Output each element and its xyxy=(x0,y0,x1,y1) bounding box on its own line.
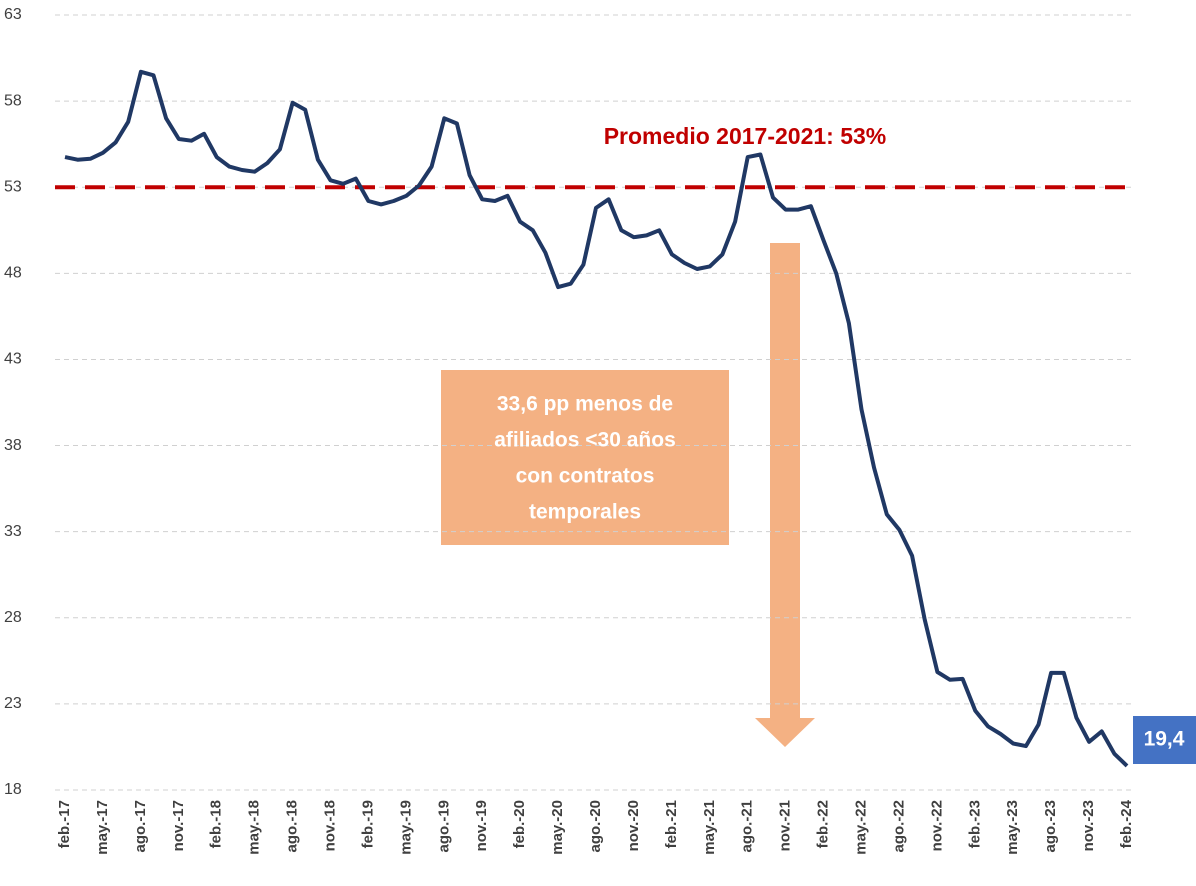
annotation-box xyxy=(441,370,729,545)
x-tick-label: may.-17 xyxy=(94,800,111,855)
arrow-head xyxy=(755,718,815,747)
annotation-line: temporales xyxy=(529,501,641,524)
x-tick-label: nov.-17 xyxy=(170,800,187,851)
x-tick-label: feb.-20 xyxy=(511,800,528,848)
arrow-shaft xyxy=(770,243,800,718)
annotation-line: con contratos xyxy=(516,465,655,488)
x-tick-label: nov.-18 xyxy=(321,800,338,851)
x-tick-label: may.-19 xyxy=(397,800,414,855)
y-tick-label: 53 xyxy=(4,178,22,195)
x-tick-label: feb.-18 xyxy=(208,800,225,848)
x-tick-label: nov.-21 xyxy=(777,800,794,851)
y-tick-label: 28 xyxy=(4,609,22,626)
x-tick-label: may.-18 xyxy=(246,800,263,855)
value-label: 19,4 xyxy=(1144,728,1185,751)
annotation-line: afiliados <30 años xyxy=(494,429,676,452)
y-tick-label: 58 xyxy=(4,92,22,109)
x-tick-label: ago.-18 xyxy=(284,800,301,853)
y-tick-label: 48 xyxy=(4,265,22,282)
x-tick-label: feb.-22 xyxy=(815,800,832,848)
x-tick-label: nov.-22 xyxy=(928,800,945,851)
y-tick-label: 38 xyxy=(4,437,22,454)
x-tick-label: ago.-17 xyxy=(132,800,149,853)
y-tick-label: 18 xyxy=(4,781,22,798)
y-tick-label: 43 xyxy=(4,351,22,368)
x-tick-label: may.-23 xyxy=(1004,800,1021,855)
x-tick-label: ago.-19 xyxy=(435,800,452,853)
x-tick-label: nov.-23 xyxy=(1080,800,1097,851)
x-tick-label: feb.-19 xyxy=(359,800,376,848)
x-tick-label: ago.-22 xyxy=(890,800,907,853)
end-label-box xyxy=(1133,716,1196,764)
x-tick-label: nov.-19 xyxy=(473,800,490,851)
x-tick-label: feb.-17 xyxy=(56,800,73,848)
x-tick-label: feb.-21 xyxy=(663,800,680,848)
y-tick-label: 23 xyxy=(4,695,22,712)
reference-label: Promedio 2017-2021: 53% xyxy=(604,123,887,149)
x-tick-label: ago.-23 xyxy=(1042,800,1059,853)
y-tick-label: 33 xyxy=(4,523,22,540)
x-tick-label: ago.-20 xyxy=(587,800,604,853)
x-tick-label: may.-20 xyxy=(549,800,566,855)
x-tick-label: may.-22 xyxy=(852,800,869,855)
annotation-line: 33,6 pp menos de xyxy=(497,393,673,416)
x-tick-label: may.-21 xyxy=(701,800,718,855)
x-tick-label: feb.-23 xyxy=(966,800,983,848)
x-tick-label: nov.-20 xyxy=(625,800,642,851)
x-tick-label: feb.-24 xyxy=(1118,799,1135,848)
y-tick-label: 63 xyxy=(4,6,22,23)
x-tick-label: ago.-21 xyxy=(739,800,756,853)
series-line xyxy=(64,69,1129,768)
